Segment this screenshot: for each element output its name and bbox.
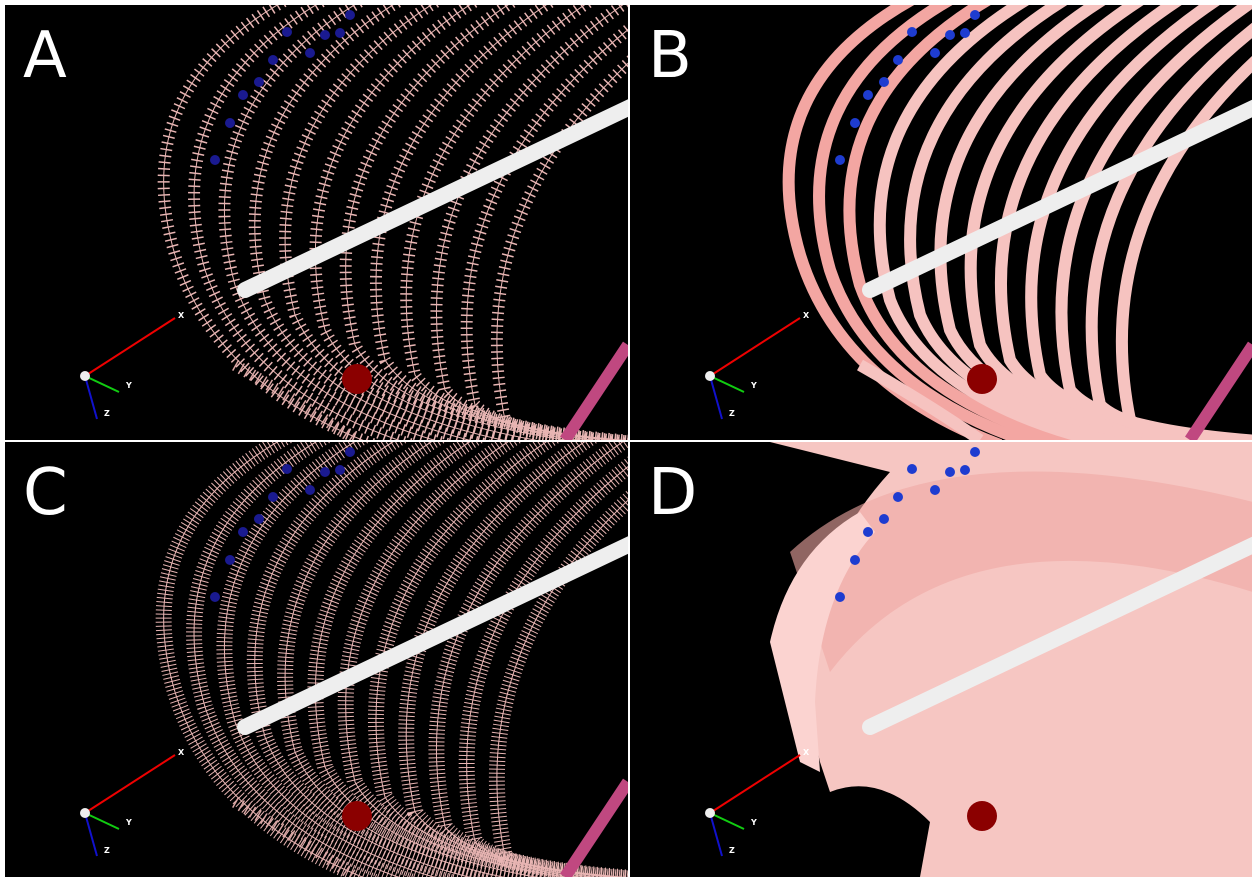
marker-dot	[893, 55, 903, 65]
marker-dot	[225, 555, 235, 565]
marker-dot	[335, 28, 345, 38]
axis-label: X	[178, 748, 185, 757]
marker-dot	[850, 118, 860, 128]
marker-dot	[305, 48, 315, 58]
marker-dot	[238, 90, 248, 100]
panel: X Y Z B	[630, 0, 1252, 446]
panel: X Y Z D	[630, 442, 1252, 877]
panel-label: A	[23, 19, 67, 93]
axis-label: Y	[125, 818, 132, 827]
marker-dot	[907, 27, 917, 37]
marker-dot	[835, 155, 845, 165]
red-sphere	[342, 801, 372, 831]
marker-dot	[960, 28, 970, 38]
marker-dot	[850, 555, 860, 565]
marker-dot	[320, 30, 330, 40]
axis-label: X	[803, 311, 810, 320]
red-sphere	[342, 364, 372, 394]
marker-dot	[930, 48, 940, 58]
red-sphere	[967, 801, 997, 831]
axis-label: Y	[125, 381, 132, 390]
marker-dot	[863, 90, 873, 100]
axis-label: Z	[104, 409, 110, 418]
marker-dot	[210, 592, 220, 602]
panel-label: D	[648, 456, 697, 530]
marker-dot	[879, 77, 889, 87]
axis-label: Z	[729, 846, 735, 855]
marker-dot	[945, 467, 955, 477]
marker-dot	[320, 467, 330, 477]
axis-label: Y	[750, 381, 757, 390]
marker-dot	[879, 514, 889, 524]
axis-origin	[80, 808, 90, 818]
axis-origin	[705, 371, 715, 381]
marker-dot	[238, 527, 248, 537]
marker-dot	[305, 485, 315, 495]
marker-dot	[254, 514, 264, 524]
marker-dot	[863, 527, 873, 537]
marker-dot	[945, 30, 955, 40]
axis-label: X	[803, 748, 810, 757]
red-sphere	[967, 364, 997, 394]
marker-dot	[970, 10, 980, 20]
marker-dot	[268, 492, 278, 502]
marker-dot	[345, 10, 355, 20]
marker-dot	[893, 492, 903, 502]
axis-origin	[80, 371, 90, 381]
axis-label: Z	[729, 409, 735, 418]
marker-dot	[254, 77, 264, 87]
marker-dot	[268, 55, 278, 65]
marker-dot	[225, 118, 235, 128]
marker-dot	[282, 464, 292, 474]
axis-label: X	[178, 311, 185, 320]
panel-label: B	[648, 19, 692, 93]
marker-dot	[835, 592, 845, 602]
panel-label: C	[23, 456, 68, 530]
marker-dot	[970, 447, 980, 457]
axis-origin	[705, 808, 715, 818]
marker-dot	[930, 485, 940, 495]
marker-dot	[210, 155, 220, 165]
axis-label: Y	[750, 818, 757, 827]
axis-label: Z	[104, 846, 110, 855]
marker-dot	[335, 465, 345, 475]
marker-dot	[345, 447, 355, 457]
marker-dot	[282, 27, 292, 37]
marker-dot	[960, 465, 970, 475]
marker-dot	[907, 464, 917, 474]
figure: X Y Z A X Y Z B X Y Z C X Y Z D	[0, 0, 1252, 878]
